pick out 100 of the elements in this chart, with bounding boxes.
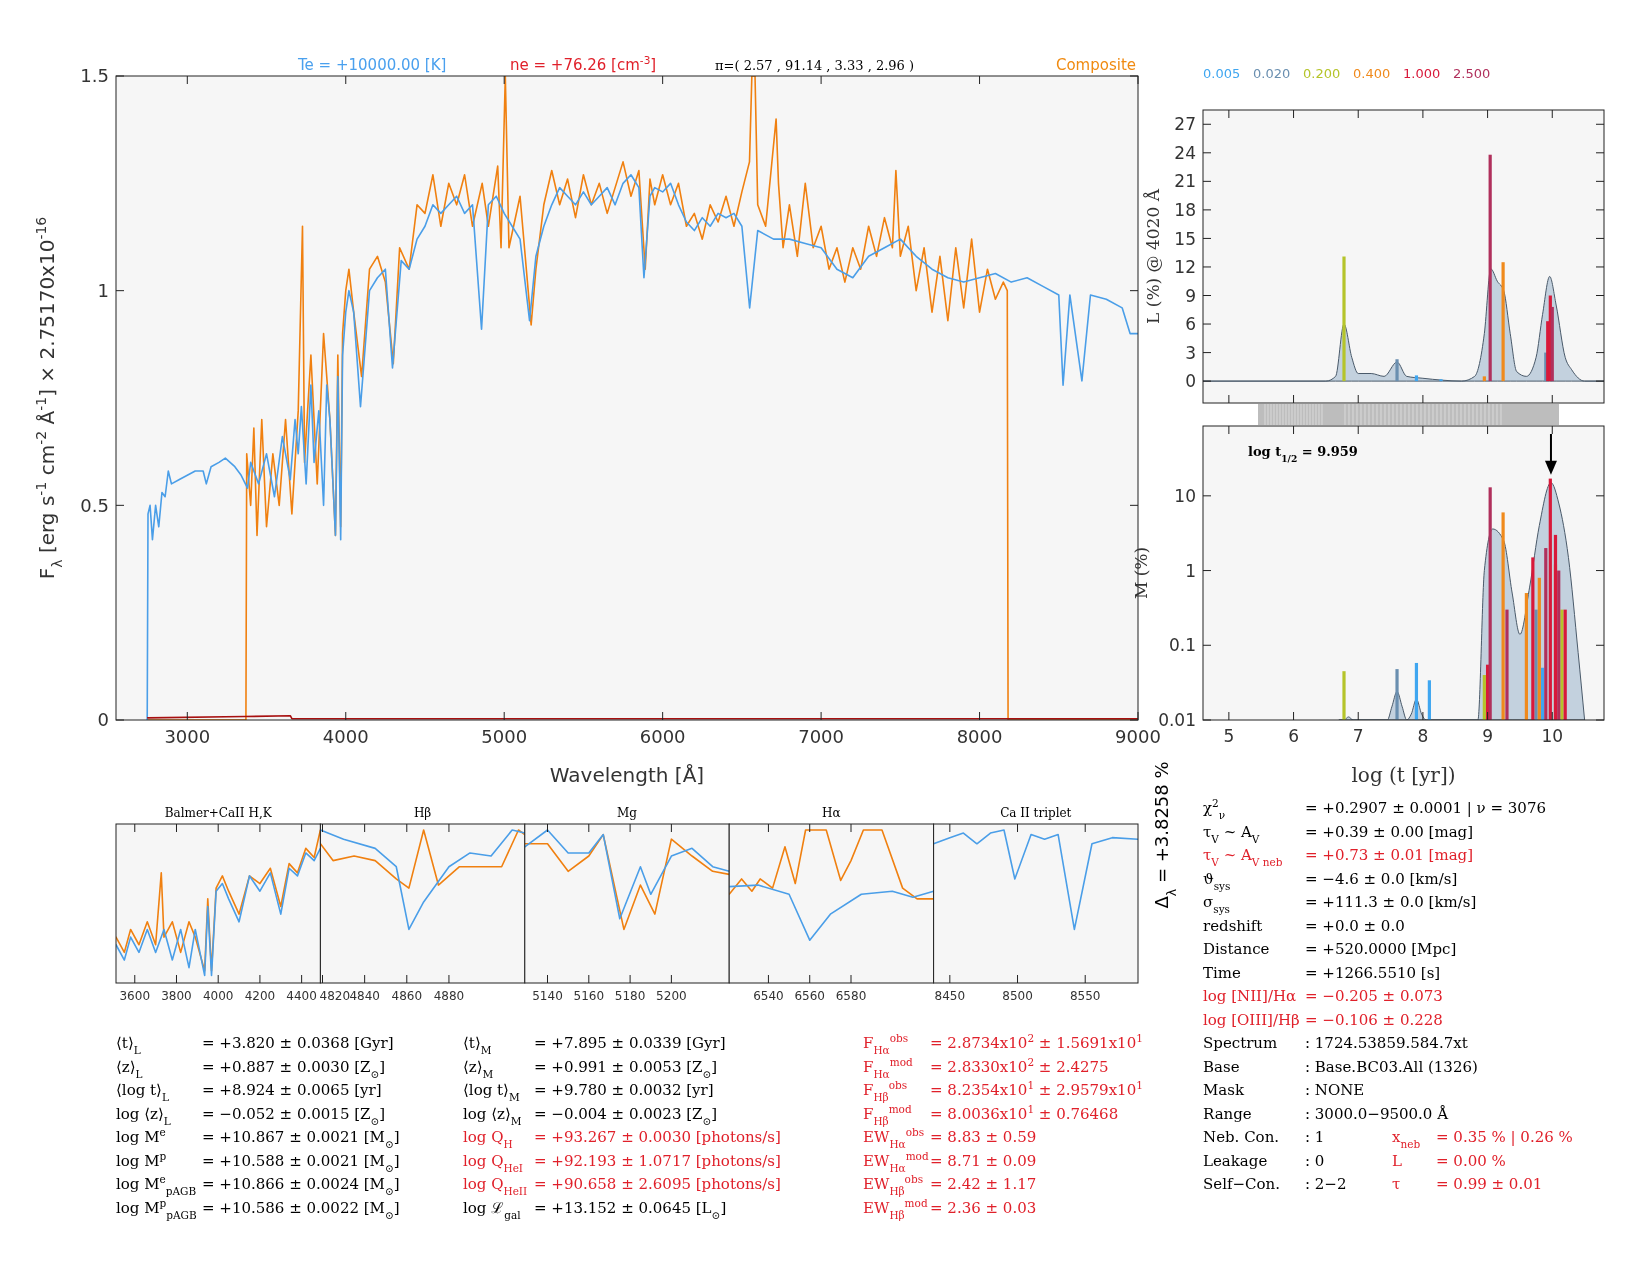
text: : 0 — [1305, 1151, 1325, 1170]
text: ⟨log t⟩$_{L}$ — [116, 1081, 169, 1103]
text: = +13.152 ± 0.0645 [L$_{⊙}$] — [534, 1198, 727, 1221]
text: : 2−2 — [1305, 1175, 1347, 1193]
text: = +3.820 ± 0.0368 [Gyr] — [202, 1034, 394, 1052]
text: log [NII]/Hα — [1203, 987, 1297, 1005]
text: = +8.924 ± 0.0065 [yr] — [202, 1081, 382, 1099]
y-tick-label: 3 — [1185, 342, 1196, 363]
text: 0.005 — [1203, 66, 1241, 81]
x-tick-label: 4000 — [322, 726, 369, 747]
x-tick-label: 6580 — [835, 989, 867, 1003]
y-tick-label: 9 — [1185, 285, 1196, 306]
text: Mask — [1203, 1081, 1245, 1099]
text: = +10.586 ± 0.0022 [M$_{⊙}$] — [202, 1198, 400, 1221]
text: log ⟨z⟩$_{M}$ — [463, 1104, 522, 1127]
text: = −4.6 ± 0.0 [km/s] — [1305, 869, 1458, 888]
text: = +10.867 ± 0.0021 [M$_{⊙}$] — [202, 1128, 400, 1150]
text: redshift — [1203, 916, 1263, 935]
chart-title: Hα — [822, 806, 841, 820]
y-tick-label: 0 — [97, 709, 109, 731]
text: = 2.8734x10$^{2}$ ± 1.5691x10$^{1}$ — [930, 1032, 1143, 1052]
text: log Q$_{HeII}$ — [463, 1175, 528, 1197]
text: Neb. Con. — [1203, 1128, 1280, 1146]
text: = +90.658 ± 2.6095 [photons/s] — [534, 1175, 781, 1193]
text: = +1266.5510 [s] — [1305, 963, 1441, 982]
text: = 0.00 % — [1436, 1151, 1506, 1170]
text: Self−Con. — [1203, 1175, 1281, 1193]
y-tick-label: 0 — [1185, 371, 1196, 392]
text: = 2.42 ± 1.17 — [930, 1175, 1037, 1193]
text: = −0.004 ± 0.0023 [Z$_{⊙}$] — [534, 1104, 718, 1127]
text: = 8.2354x10$^{1}$ ± 2.9579x10$^{1}$ — [930, 1079, 1143, 1099]
annotation: log t$_{1/2}$ = 9.959 — [1248, 444, 1358, 464]
text: = +0.0 ± 0.0 — [1305, 916, 1405, 935]
y-tick-label: 1 — [97, 280, 109, 302]
text: = +92.193 ± 1.0717 [photons/s] — [534, 1151, 781, 1170]
text: L — [1392, 1151, 1402, 1170]
text: log Q$_{H}$ — [463, 1128, 513, 1150]
x-tick-label: 5180 — [614, 989, 646, 1003]
x-tick-label: 8450 — [934, 989, 966, 1003]
x-tick-label: 4880 — [433, 989, 465, 1003]
chart-title: Hβ — [413, 806, 432, 820]
x-tick-label: 9 — [1482, 726, 1493, 746]
y-tick-label: 6 — [1185, 314, 1196, 335]
text: Base — [1203, 1057, 1240, 1076]
text: : 1724.53859.584.7xt — [1305, 1034, 1468, 1052]
text: log ⟨z⟩$_{L}$ — [116, 1104, 171, 1127]
text: = −0.205 ± 0.073 — [1305, 987, 1443, 1005]
x-tick-label: 5000 — [481, 726, 528, 747]
text: = 0.99 ± 0.01 — [1436, 1175, 1543, 1193]
x-tick-label: 8500 — [1002, 989, 1033, 1003]
text: = +9.780 ± 0.0032 [yr] — [534, 1081, 714, 1099]
text: ϑ$_{sys}$ — [1203, 869, 1231, 892]
text: = 2.36 ± 0.03 — [930, 1198, 1037, 1217]
text: Spectrum — [1203, 1034, 1278, 1052]
text: Distance — [1203, 940, 1270, 958]
text: = +111.3 ± 0.0 [km/s] — [1305, 893, 1477, 911]
text: ⟨log t⟩$_{M}$ — [463, 1081, 520, 1103]
text: log M$^{e}$ — [116, 1126, 166, 1146]
text: = 8.71 ± 0.09 — [930, 1151, 1037, 1170]
chart-title: Mg — [617, 806, 638, 820]
x-tick-label: 8 — [1417, 726, 1429, 746]
text: log [OIII]/Hβ — [1203, 1010, 1300, 1029]
y-tick-label: 21 — [1174, 171, 1196, 192]
text: τ$_{V}$ ~ A$_{V}$ — [1203, 822, 1260, 845]
text: Time — [1203, 963, 1242, 982]
x-tick-label: 4000 — [202, 989, 234, 1003]
text: log ℒ$_{gal}$ — [463, 1198, 522, 1221]
x-tick-label: 4200 — [244, 989, 276, 1003]
chart-title: Balmer+CaII H,K — [164, 806, 273, 820]
text: 0.020 — [1253, 66, 1291, 81]
x-tick-label: 8000 — [956, 726, 1003, 747]
text: Range — [1203, 1104, 1252, 1123]
y-tick-label: 12 — [1174, 257, 1196, 278]
text: x$_{neb}$ — [1392, 1128, 1421, 1150]
y-tick-label: 0.1 — [1168, 635, 1196, 656]
y-axis-title: M (%) — [1131, 546, 1151, 600]
x-tick-label: 5140 — [532, 989, 563, 1003]
x-tick-label: 4820 — [319, 989, 351, 1003]
text: : 1 — [1305, 1128, 1325, 1146]
text: π=( 2.57 , 91.14 , 3.33 , 2.96 ) — [715, 58, 915, 73]
x-tick-label: 8550 — [1069, 989, 1101, 1003]
text: = +0.991 ± 0.0053 [Z$_{⊙}$] — [534, 1057, 718, 1080]
text: ⟨z⟩$_{L}$ — [116, 1057, 143, 1080]
y-tick-label: 10 — [1174, 485, 1196, 506]
text: Leakage — [1203, 1151, 1268, 1170]
x-tick-label: 3800 — [161, 989, 192, 1003]
text: = +0.39 ± 0.00 [mag] — [1305, 822, 1474, 841]
x-tick-label: 6560 — [794, 989, 825, 1003]
text: ⟨z⟩$_{M}$ — [463, 1057, 494, 1080]
text: ⟨t⟩$_{L}$ — [116, 1034, 141, 1056]
text: σ$_{sys}$ — [1203, 893, 1230, 915]
x-tick-label: 4400 — [286, 989, 317, 1003]
text: = +0.887 ± 0.0030 [Z$_{⊙}$] — [202, 1057, 386, 1080]
text: Composite — [1055, 56, 1136, 74]
text: : 3000.0−9500.0 Å — [1305, 1104, 1449, 1123]
y-tick-label: 0.5 — [80, 494, 109, 516]
text: ne = +76.26 [cm$^{-3}$] — [510, 54, 657, 74]
x-axis-title: log (t [yr]) — [1351, 763, 1456, 787]
text: : NONE — [1305, 1081, 1365, 1099]
y-tick-label: 18 — [1174, 200, 1196, 221]
